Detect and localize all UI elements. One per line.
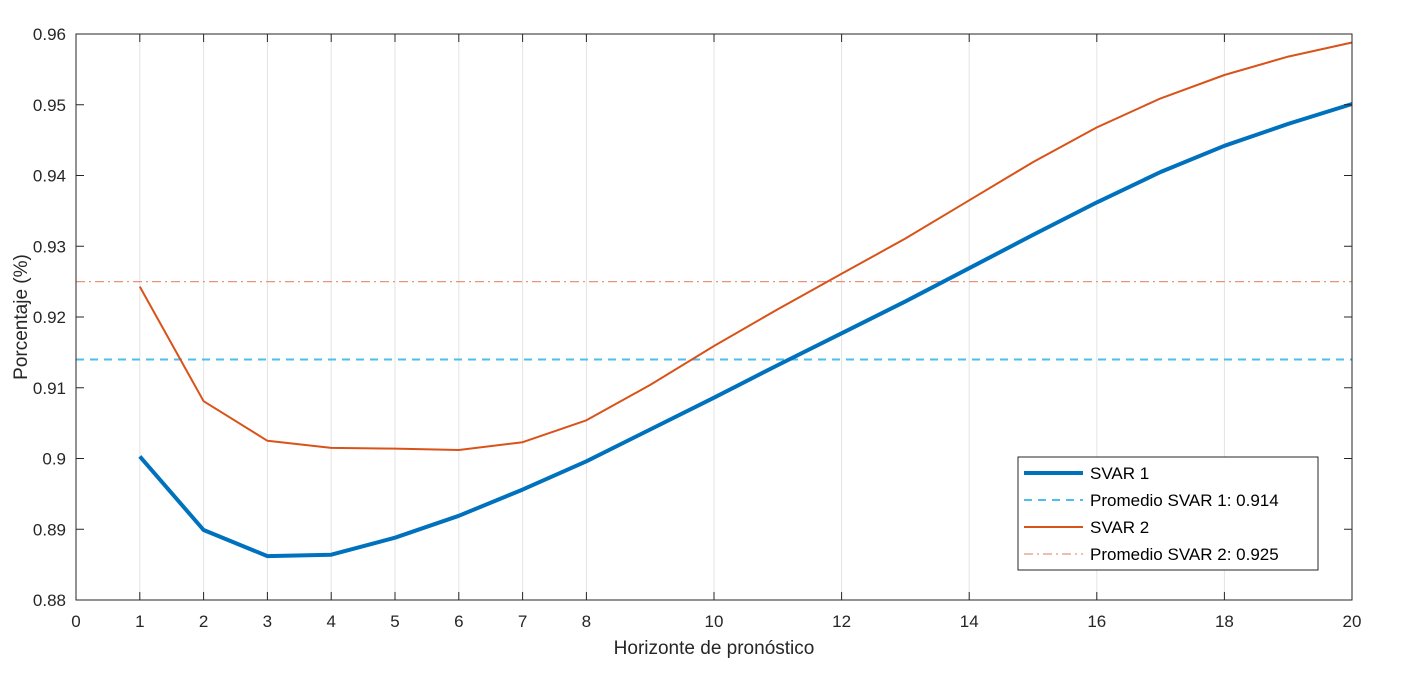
series-line-0	[138, 102, 1353, 559]
legend-label-svar1: SVAR 1	[1090, 464, 1149, 483]
x-tick-label: 2	[199, 612, 208, 631]
reference-lines	[76, 281, 1352, 361]
legend-label-promedio-svar1: Promedio SVAR 1: 0.914	[1090, 491, 1279, 510]
x-tick-label: 20	[1343, 612, 1362, 631]
x-tick-label: 16	[1087, 612, 1106, 631]
x-axis-ticks: 0 1 2 3 4 5 6 7 8 10 12 14 16 18 20	[71, 34, 1361, 631]
x-tick-label: 12	[832, 612, 851, 631]
x-tick-label: 5	[390, 612, 399, 631]
legend-box	[1017, 456, 1319, 571]
series-line-2	[138, 41, 1353, 451]
legend: SVAR 1 Promedio SVAR 1: 0.914 SVAR 2 Pro…	[1017, 456, 1319, 571]
y-tick-label: 0.95	[33, 96, 66, 115]
y-tick-label: 0.9	[42, 450, 66, 469]
y-axis-ticks: 0.88 0.89 0.9 0.91 0.92 0.93 0.94 0.95 0.96	[33, 25, 1352, 610]
y-tick-label: 0.91	[33, 379, 66, 398]
x-tick-label: 18	[1215, 612, 1234, 631]
x-tick-label: 8	[582, 612, 591, 631]
y-axis-label: Porcentaje (%)	[11, 254, 32, 380]
y-tick-label: 0.89	[33, 520, 66, 539]
x-tick-label: 7	[518, 612, 527, 631]
x-tick-label: 10	[705, 612, 724, 631]
x-tick-label: 1	[135, 612, 144, 631]
x-tick-label: 0	[71, 612, 80, 631]
y-tick-label: 0.88	[33, 591, 66, 610]
x-axis-label: Horizonte de pronóstico	[614, 638, 815, 659]
y-tick-label: 0.93	[33, 237, 66, 256]
data-series	[138, 41, 1353, 559]
x-tick-label: 6	[454, 612, 463, 631]
y-tick-label: 0.92	[33, 308, 66, 327]
y-tick-label: 0.96	[33, 25, 66, 44]
legend-label-svar2: SVAR 2	[1090, 518, 1149, 537]
x-tick-label: 3	[263, 612, 272, 631]
x-tick-label: 4	[326, 612, 335, 631]
legend-label-promedio-svar2: Promedio SVAR 2: 0.925	[1090, 545, 1279, 564]
y-tick-label: 0.94	[33, 167, 66, 186]
x-tick-label: 14	[960, 612, 979, 631]
